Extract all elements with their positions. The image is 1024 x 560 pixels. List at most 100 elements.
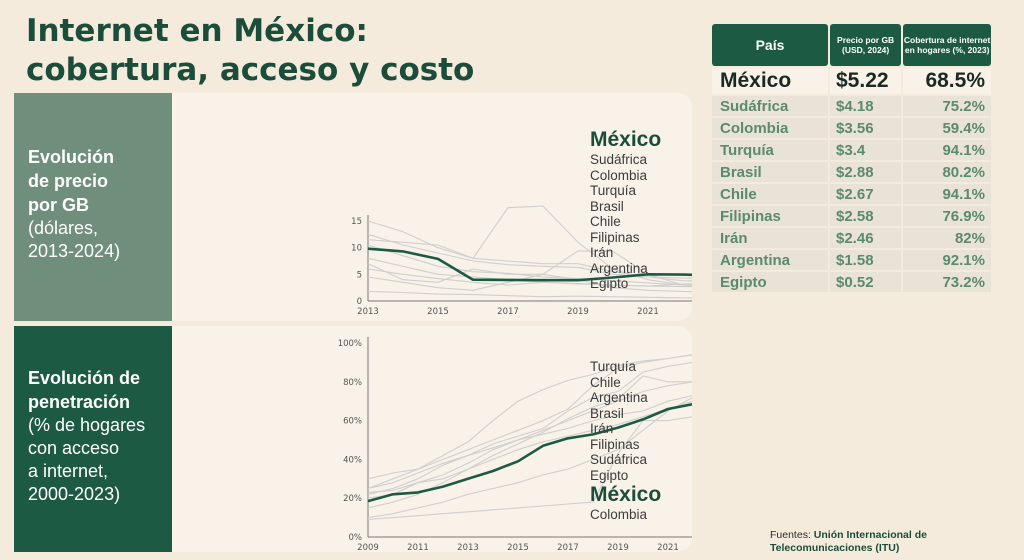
price-cell: $1.58 — [830, 250, 902, 270]
price-chart-card: 051015201320152017201920212023 — [172, 93, 692, 321]
price-cell: $5.22 — [830, 68, 902, 94]
price-label-line: de precio — [28, 171, 109, 191]
coverage-cell: 94.1% — [903, 140, 991, 160]
x-tick-label: 2017 — [497, 307, 519, 317]
source-name: Telecomunicaciones (ITU) — [770, 542, 900, 554]
x-tick-label: 2009 — [357, 543, 379, 552]
price-label-line: (dólares, — [28, 218, 99, 238]
legend-entry: Chile — [590, 214, 621, 229]
x-tick-label: 2013 — [457, 543, 479, 552]
table-row: Sudáfrica $4.18 75.2% — [712, 96, 991, 116]
price-cell: $0.52 — [830, 272, 902, 292]
y-tick-label: 40% — [343, 455, 362, 465]
header-country: País — [712, 24, 828, 66]
x-tick-label: 2011 — [407, 543, 429, 552]
legend-entry: Irán — [590, 421, 614, 436]
x-tick-label: 2019 — [607, 543, 629, 552]
coverage-cell: 92.1% — [903, 250, 991, 270]
table-header-row: País Precio por GB (USD, 2024) Cobertura… — [712, 24, 991, 66]
legend-entry: Argentina — [590, 260, 648, 276]
source-name: Unión Internacional de — [813, 529, 927, 541]
legend-entry: Sudáfrica — [590, 152, 648, 167]
penetration-panel-label: Evolución de penetración (% de hogares c… — [14, 326, 172, 552]
country-cell: Sudáfrica — [712, 96, 828, 116]
coverage-cell: 68.5% — [903, 68, 991, 94]
legend-entry: Egipto — [590, 467, 629, 483]
coverage-cell: 73.2% — [903, 272, 991, 292]
y-tick-label: 20% — [343, 494, 362, 504]
price-cell: $3.56 — [830, 118, 902, 138]
penetration-label-line: 2000-2023) — [28, 484, 121, 504]
legend-entry: Filipinas — [590, 229, 640, 245]
coverage-cell: 76.9% — [903, 206, 991, 226]
series-line-brasil — [367, 375, 692, 493]
legend-entry: Filipinas — [590, 436, 640, 452]
y-tick-label: 80% — [343, 378, 362, 388]
legend-entry: Brasil — [590, 405, 624, 421]
price-cell: $2.67 — [830, 184, 902, 204]
y-tick-label: 0% — [349, 533, 363, 543]
legend-entry: Turquía — [590, 359, 637, 374]
legend-entry: Argentina — [590, 390, 648, 405]
coverage-cell: 82% — [903, 228, 991, 248]
penetration-line-chart: 0% 20% 40% 60% 80% 100% 2009 2011 2013 2015 2017 20… — [338, 337, 692, 552]
y-tick-label: 0 — [357, 297, 362, 307]
table-row: México $5.22 68.5% — [712, 68, 991, 94]
series-line-irán — [367, 205, 692, 287]
price-chart-legend: México Sudáfrica Colombia Turquía Brasil Chil… — [590, 128, 661, 292]
y-tick-label: 5 — [357, 270, 362, 280]
country-cell: Argentina — [712, 250, 828, 270]
coverage-cell: 94.1% — [903, 184, 991, 204]
table-row: Chile $2.67 94.1% — [712, 184, 991, 204]
series-line-argentina — [367, 361, 692, 495]
x-tick-label: 2021 — [657, 543, 679, 552]
price-panel: Evolución de precio por GB (dólares, 201… — [14, 93, 692, 321]
country-cell: México — [712, 68, 828, 94]
x-tick-label: 2019 — [567, 307, 589, 317]
x-tick-label: 2021 — [637, 307, 659, 317]
series-line-argentina — [367, 273, 692, 293]
y-tick-label: 15 — [351, 217, 362, 227]
series-line-chile — [367, 268, 692, 288]
price-cell: $2.58 — [830, 206, 902, 226]
series-line-filipinas — [367, 397, 692, 519]
legend-entry: Chile — [590, 374, 621, 390]
price-cell: $3.4 — [830, 140, 902, 160]
table-row: Colombia $3.56 59.4% — [712, 118, 991, 138]
country-cell: Egipto — [712, 272, 828, 292]
legend-entry: Irán — [590, 245, 614, 260]
y-tick-label: 100% — [338, 339, 362, 349]
table-row: Argentina $1.58 92.1% — [712, 250, 991, 270]
coverage-cell: 75.2% — [903, 96, 991, 116]
legend-entry: México — [590, 128, 662, 151]
legend-entry: Colombia — [590, 167, 648, 183]
country-cell: Colombia — [712, 118, 828, 138]
series-line-brasil — [367, 244, 692, 286]
price-line-chart: 051015201320152017201920212023 — [351, 205, 692, 317]
legend-entry: Colombia — [590, 507, 648, 522]
source-prefix: Fuentes: — [770, 529, 814, 541]
price-cell: $2.88 — [830, 162, 902, 182]
series-line-méxico — [367, 402, 692, 503]
price-cell: $2.46 — [830, 228, 902, 248]
country-cell: Chile — [712, 184, 828, 204]
penetration-label-line: penetración — [28, 392, 131, 412]
page-title: Internet en México: cobertura, acceso y … — [26, 12, 474, 90]
price-panel-label: Evolución de precio por GB (dólares, 201… — [14, 93, 172, 321]
x-tick-label: 2015 — [507, 543, 529, 552]
table-row: Brasil $2.88 80.2% — [712, 162, 991, 182]
series-line-irán — [367, 381, 692, 499]
penetration-chart-legend: Turquía Chile Argentina Brasil Irán Filipinas… — [590, 359, 661, 523]
table-row: Irán $2.46 82% — [712, 228, 991, 248]
penetration-panel: Evolución de penetración (% de hogares c… — [14, 326, 692, 552]
source-note: Fuentes: Unión Internacional de Telecomu… — [770, 529, 927, 555]
series-line-chile — [367, 354, 692, 490]
title-line-2: cobertura, acceso y costo — [26, 52, 475, 88]
x-tick-label: 2017 — [557, 543, 579, 552]
price-label-line: 2013-2024) — [28, 241, 121, 261]
country-table: País Precio por GB (USD, 2024) Cobertura… — [710, 22, 993, 294]
x-tick-label: 2013 — [357, 307, 379, 317]
table-row: Filipinas $2.58 76.9% — [712, 206, 991, 226]
y-tick-label: 10 — [351, 244, 362, 254]
penetration-label-line: a internet, — [28, 461, 109, 481]
